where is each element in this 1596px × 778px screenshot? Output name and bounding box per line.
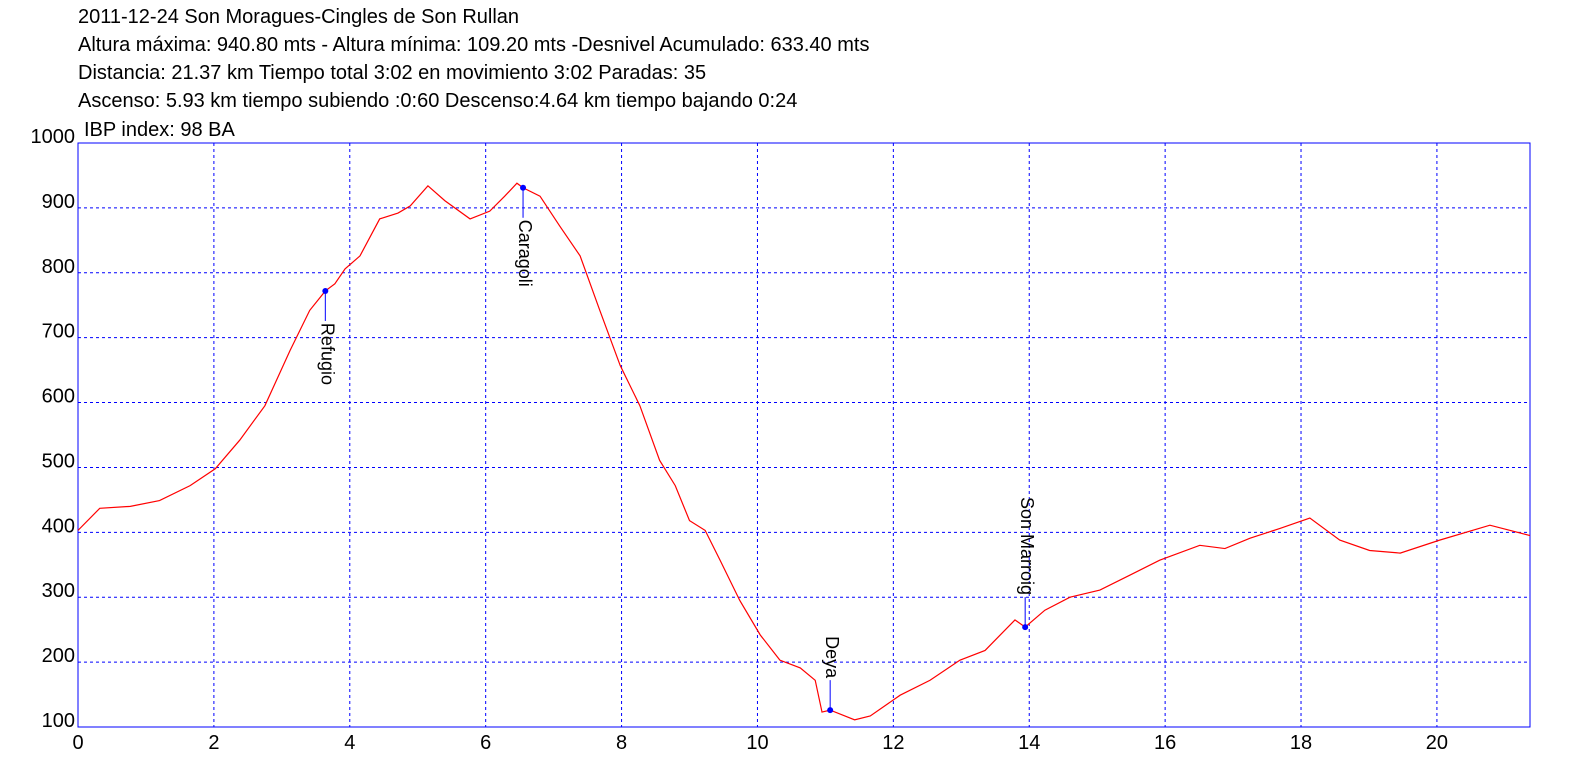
elevation-line xyxy=(77,182,1531,721)
y-tick-label: 900 xyxy=(42,191,75,213)
x-tick-label: 20 xyxy=(1426,732,1448,754)
title-line: Altura máxima: 940.80 mts - Altura mínim… xyxy=(78,34,869,56)
x-tick-label: 12 xyxy=(882,732,904,754)
title-line: 2011-12-24 Son Moragues-Cingles de Son R… xyxy=(78,6,519,28)
y-tick-label: 400 xyxy=(42,515,75,537)
waypoint xyxy=(1022,624,1029,631)
title-line: Ascenso: 5.93 km tiempo subiendo :0:60 D… xyxy=(78,90,797,112)
x-tick-label: 2 xyxy=(208,732,219,754)
waypoint-label: Refugio xyxy=(317,323,337,385)
waypoint-label: Son Marroig xyxy=(1017,497,1037,595)
y-tick-label: 600 xyxy=(42,386,75,408)
x-tick-label: 6 xyxy=(480,732,491,754)
waypoint-label: Deya xyxy=(822,636,842,679)
waypoint xyxy=(520,184,527,191)
y-tick-label: 800 xyxy=(42,256,75,278)
x-tick-label: 8 xyxy=(616,732,627,754)
y-tick-label: 100 xyxy=(42,710,75,732)
title-line: Distancia: 21.37 km Tiempo total 3:02 en… xyxy=(78,62,706,84)
plot-frame xyxy=(77,142,1531,728)
y-tick-label: 500 xyxy=(42,450,75,472)
waypoint xyxy=(827,707,834,714)
x-tick-label: 18 xyxy=(1290,732,1312,754)
y-tick-label: 700 xyxy=(42,321,75,343)
waypoint-label: Caragoli xyxy=(515,220,535,287)
waypoint xyxy=(322,287,329,294)
x-tick-label: 10 xyxy=(746,732,768,754)
x-tick-label: 4 xyxy=(344,732,355,754)
title-line: IBP index: 98 BA xyxy=(84,119,236,141)
y-tick-label: 300 xyxy=(42,580,75,602)
y-tick-label: 200 xyxy=(42,645,75,667)
x-tick-label: 16 xyxy=(1154,732,1176,754)
y-tick-label: 1000 xyxy=(31,126,76,148)
x-tick-label: 0 xyxy=(72,732,83,754)
x-tick-label: 14 xyxy=(1018,732,1040,754)
